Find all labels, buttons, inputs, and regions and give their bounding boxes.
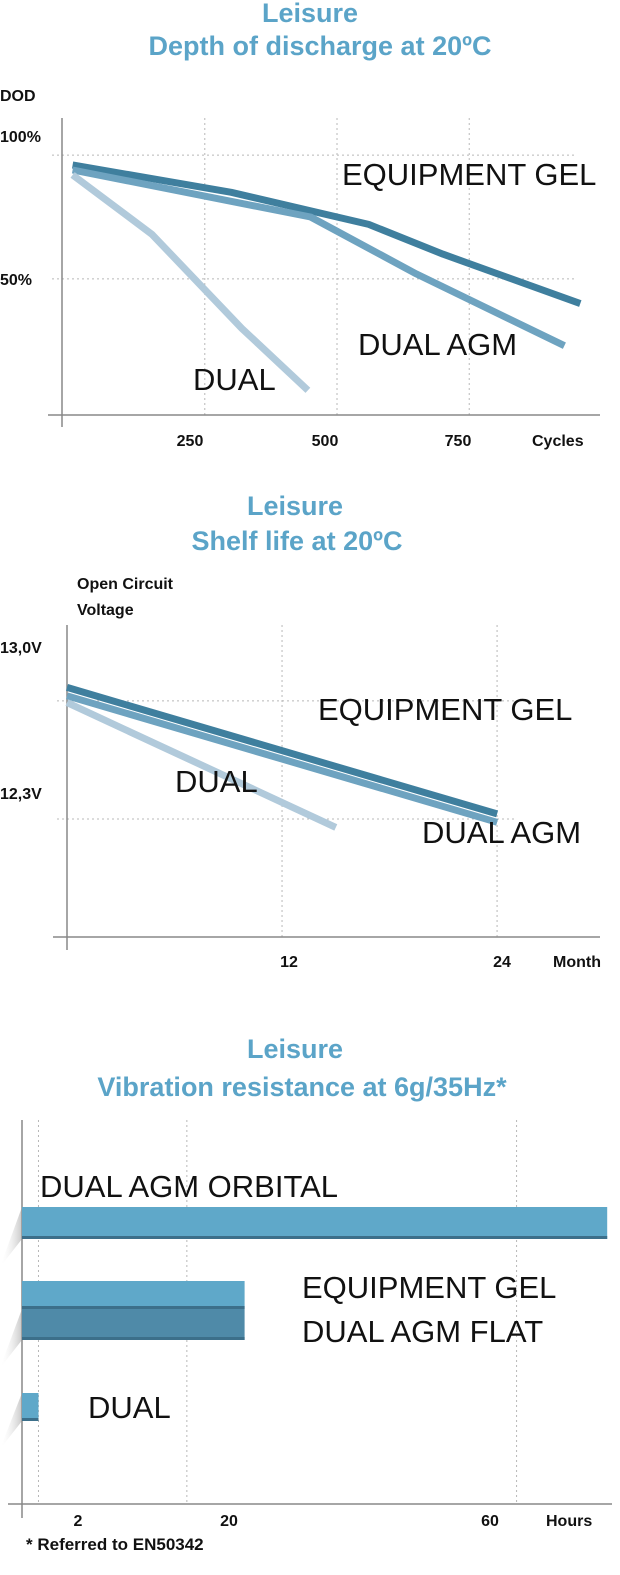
chart2-y-axis-label-line2: Voltage xyxy=(77,602,134,619)
chart3-x-tick-60: 60 xyxy=(481,1513,499,1530)
chart2-x-axis-label: Month xyxy=(553,954,601,971)
chart2-y-tick-12-3: 12,3V xyxy=(0,786,42,803)
chart2-label-equipment-gel: EQUIPMENT GEL xyxy=(318,692,572,727)
chart3-x-tick-20: 20 xyxy=(220,1513,238,1530)
chart3-bar-shadow-dual xyxy=(0,1393,22,1449)
chart3-bar-shadow-dual-agm-orbital xyxy=(0,1207,22,1267)
chart1-label-dual: DUAL xyxy=(193,362,276,397)
chart1-y-tick-50: 50% xyxy=(0,272,32,289)
chart2-x-tick-12: 12 xyxy=(280,954,298,971)
chart1-series-equipment-gel xyxy=(72,161,582,307)
chart3-bar-shadow-dual-agm-flat xyxy=(0,1309,22,1368)
chart1-x-axis-label: Cycles xyxy=(532,433,584,450)
chart1-title: Leisure xyxy=(262,0,358,28)
shelf-life-chart: Leisure Shelf life at 20ºC Open Circuit … xyxy=(0,491,601,971)
chart2-label-dual: DUAL xyxy=(175,764,258,799)
chart2-subtitle: Shelf life at 20ºC xyxy=(192,526,403,556)
chart1-series-dual-agm xyxy=(71,166,566,349)
chart1-y-tick-100: 100% xyxy=(0,129,41,146)
chart1-series-dual xyxy=(70,172,311,393)
chart3-label-equipment-gel: EQUIPMENT GEL xyxy=(302,1270,556,1305)
chart3-label-dual-agm-flat: DUAL AGM FLAT xyxy=(302,1314,543,1349)
chart3-bar-edge-dual xyxy=(22,1418,39,1421)
chart2-series-dual xyxy=(65,699,338,831)
chart3-bar-dual-agm-flat xyxy=(22,1309,245,1340)
chart2-series-dual-agm xyxy=(66,692,499,826)
chart1-x-tick-250: 250 xyxy=(177,433,204,450)
chart1-subtitle: Depth of discharge at 20ºC xyxy=(149,31,492,61)
chart3-label-dual: DUAL xyxy=(88,1390,171,1425)
vibration-resistance-chart: Leisure Vibration resistance at 6g/35Hz*… xyxy=(0,1034,612,1554)
chart3-bar-edge-dual-agm-flat xyxy=(22,1337,245,1340)
chart1-y-axis-label: DOD xyxy=(0,88,36,105)
chart3-bar-dual-agm-orbital xyxy=(22,1207,608,1239)
chart2-title: Leisure xyxy=(247,491,343,521)
chart2-x-tick-24: 24 xyxy=(493,954,511,971)
chart2-y-tick-13: 13,0V xyxy=(0,640,42,657)
chart3-title: Leisure xyxy=(247,1034,343,1064)
chart2-series-equipment-gel xyxy=(66,684,499,818)
chart1-x-tick-500: 500 xyxy=(312,433,339,450)
chart1-x-tick-750: 750 xyxy=(445,433,472,450)
chart1-label-dual-agm: DUAL AGM xyxy=(358,327,517,362)
depth-of-discharge-chart: Leisure Depth of discharge at 20ºC DOD 1… xyxy=(0,0,600,450)
chart3-label-dual-agm-orbital: DUAL AGM ORBITAL xyxy=(40,1169,338,1204)
chart3-bar-edge-dual-agm-orbital xyxy=(22,1236,608,1239)
chart1-label-equipment-gel: EQUIPMENT GEL xyxy=(342,157,596,192)
chart3-bar-dual xyxy=(22,1393,39,1421)
chart3-footnote: * Referred to EN50342 xyxy=(26,1535,204,1554)
chart2-label-dual-agm: DUAL AGM xyxy=(422,815,581,850)
chart3-subtitle: Vibration resistance at 6g/35Hz* xyxy=(97,1072,507,1102)
chart3-bar-edge-equipment-gel xyxy=(22,1306,245,1309)
chart3-x-axis-label: Hours xyxy=(546,1513,592,1530)
chart2-y-axis-label-line1: Open Circuit xyxy=(77,576,174,593)
chart3-bar-equipment-gel xyxy=(22,1281,245,1309)
chart3-x-tick-2: 2 xyxy=(74,1513,83,1530)
